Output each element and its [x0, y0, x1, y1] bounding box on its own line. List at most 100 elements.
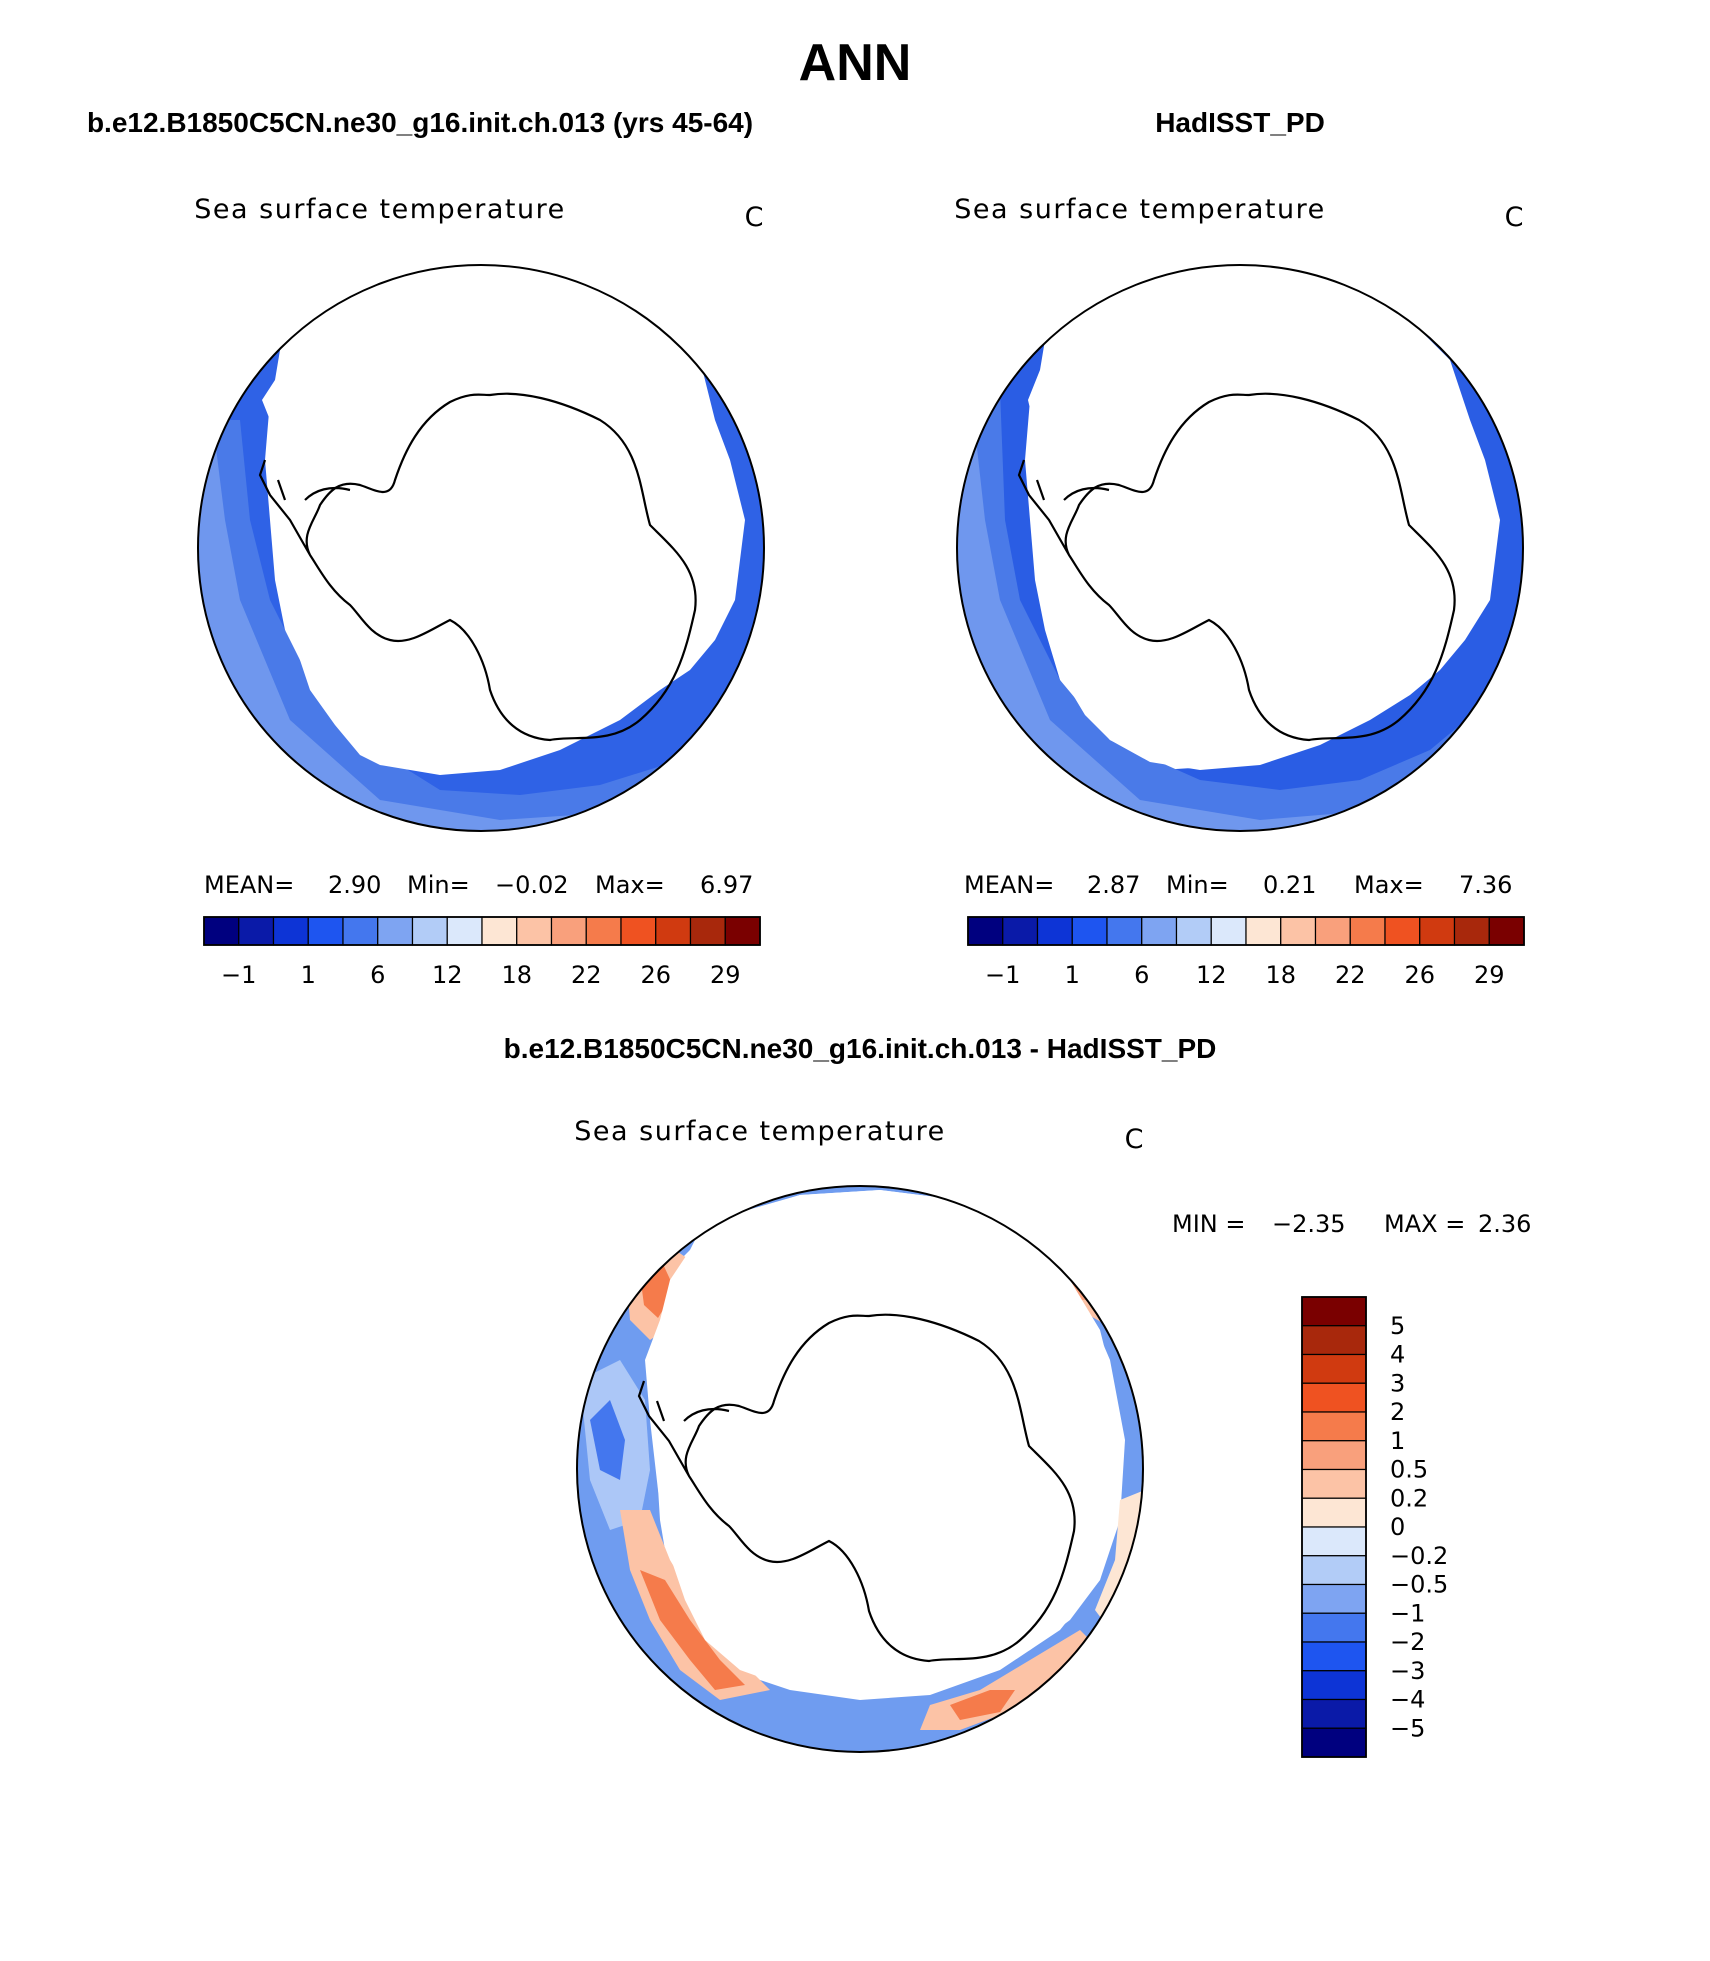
map-border — [576, 1185, 1144, 1753]
panel-obs: HadISST_PD Sea surface temperature C MEA… — [954, 107, 1525, 989]
colorbar-tick-label: −0.2 — [1390, 1542, 1448, 1570]
colorbar-swatch — [481, 916, 518, 946]
colorbar-tick-label: −0.5 — [1390, 1571, 1448, 1599]
panel-model-units: C — [745, 202, 764, 233]
colorbar-tick-label: 12 — [1196, 961, 1227, 989]
colorbar-tick-label: 6 — [370, 961, 385, 989]
diff-blue-patch — [590, 1400, 625, 1480]
colorbar-swatch — [1301, 1612, 1367, 1643]
panel-obs-header: HadISST_PD — [1155, 107, 1325, 138]
colorbar-tick-label: 18 — [1265, 961, 1296, 989]
colorbar-swatch — [307, 916, 344, 946]
panel-obs-colorbar-labels: −1 1 6 12 18 22 26 29 — [985, 961, 1504, 989]
panel-obs-units: C — [1505, 202, 1524, 233]
colorbar-tick-label: 29 — [710, 961, 741, 989]
max-label: Max= — [1354, 871, 1424, 899]
mean-label: MEAN= — [964, 871, 1054, 899]
colorbar-swatch — [1106, 916, 1143, 946]
panel-obs-map — [956, 264, 1524, 832]
colorbar-swatch — [1301, 1411, 1367, 1442]
colorbar-swatch — [1301, 1555, 1367, 1586]
diff-hot-patch-west — [640, 1570, 745, 1690]
mean-label: MEAN= — [204, 871, 294, 899]
mean-value: 2.87 — [1087, 871, 1140, 899]
colorbar-swatch — [516, 916, 553, 946]
colorbar-frame — [1301, 1296, 1367, 1758]
colorbar-tick-label: 22 — [1335, 961, 1366, 989]
colorbar-swatch — [1002, 916, 1039, 946]
colorbar-swatch — [550, 916, 587, 946]
colorbar-swatch — [1175, 916, 1212, 946]
panel-model-colorbar-labels: −1 1 6 12 18 22 26 29 — [221, 961, 740, 989]
colorbar-tick-label: 1 — [1065, 961, 1080, 989]
colorbar-tick-label: −3 — [1390, 1657, 1425, 1685]
colorbar-swatch — [1071, 916, 1108, 946]
colorbar-swatch — [1419, 916, 1456, 946]
colorbar-swatch — [1301, 1440, 1367, 1471]
colorbar-swatch — [655, 916, 692, 946]
sea-ice-region — [1028, 265, 1500, 770]
colorbar-swatch — [1301, 1670, 1367, 1701]
colorbar-frame — [967, 916, 1525, 946]
colorbar-tick-label: −5 — [1390, 1714, 1425, 1742]
min-value: −0.02 — [495, 871, 569, 899]
panel-model: b.e12.B1850C5CN.ne30_g16.init.ch.013 (yr… — [87, 107, 765, 989]
colorbar-swatch — [585, 916, 622, 946]
colorbar-swatch — [1301, 1526, 1367, 1557]
sst-warm-band — [957, 390, 1523, 831]
colorbar-tick-label: 3 — [1390, 1369, 1405, 1397]
colorbar-swatch — [967, 916, 1004, 946]
min-value: 0.21 — [1263, 871, 1316, 899]
colorbar-swatch — [203, 916, 240, 946]
min-label: Min= — [1166, 871, 1229, 899]
colorbar-tick-label: 6 — [1134, 961, 1149, 989]
colorbar-swatch — [1384, 916, 1421, 946]
colorbar-swatch — [1301, 1325, 1367, 1356]
colorbar-swatch — [1301, 1382, 1367, 1413]
main-title: ANN — [799, 34, 912, 92]
colorbar-tick-label: −4 — [1390, 1686, 1425, 1714]
colorbar-swatch — [1301, 1698, 1367, 1729]
max-value: 7.36 — [1459, 871, 1512, 899]
colorbar-swatch — [620, 916, 657, 946]
colorbar-swatch — [272, 916, 309, 946]
colorbar-tick-label: 0 — [1390, 1513, 1405, 1541]
colorbar-swatch — [1301, 1353, 1367, 1384]
colorbar-tick-label: −1 — [985, 961, 1020, 989]
colorbar-swatch — [411, 916, 448, 946]
panel-model-colorbar — [203, 916, 761, 946]
panel-obs-variable: Sea surface temperature — [954, 194, 1325, 225]
sea-ice-region — [262, 265, 745, 775]
colorbar-tick-label: 18 — [501, 961, 532, 989]
colorbar-tick-label: −1 — [1390, 1599, 1425, 1627]
colorbar-tick-label: 29 — [1474, 961, 1505, 989]
diff-max-label: MAX = — [1384, 1210, 1465, 1238]
colorbar-swatch — [1301, 1641, 1367, 1672]
colorbar-swatch — [1141, 916, 1178, 946]
colorbar-swatch — [1301, 1497, 1367, 1528]
colorbar-swatch — [1314, 916, 1351, 946]
panel-model-stats: MEAN= 2.90 Min= −0.02 Max= 6.97 — [204, 871, 753, 899]
colorbar-tick-label: 0.2 — [1390, 1484, 1428, 1512]
colorbar-tick-label: 26 — [1404, 961, 1435, 989]
colorbar-tick-label: 5 — [1390, 1312, 1405, 1340]
colorbar-swatch — [342, 916, 379, 946]
colorbar-swatch — [1453, 916, 1490, 946]
colorbar-tick-label: 1 — [301, 961, 316, 989]
colorbar-swatch — [446, 916, 483, 946]
panel-diff-header: b.e12.B1850C5CN.ne30_g16.init.ch.013 - H… — [504, 1033, 1217, 1064]
colorbar-swatch — [1280, 916, 1317, 946]
panel-model-map — [197, 264, 765, 832]
min-label: Min= — [407, 871, 470, 899]
colorbar-swatch — [1301, 1468, 1367, 1499]
diff-max-value: 2.36 — [1478, 1210, 1531, 1238]
colorbar-swatch — [1349, 916, 1386, 946]
colorbar-swatch — [1488, 916, 1525, 946]
panel-model-header: b.e12.B1850C5CN.ne30_g16.init.ch.013 (yr… — [87, 107, 753, 138]
colorbar-swatch — [377, 916, 414, 946]
diff-min-label: MIN = — [1172, 1210, 1245, 1238]
panel-diff-colorbar — [1301, 1296, 1367, 1758]
colorbar-tick-label: 4 — [1390, 1341, 1405, 1369]
